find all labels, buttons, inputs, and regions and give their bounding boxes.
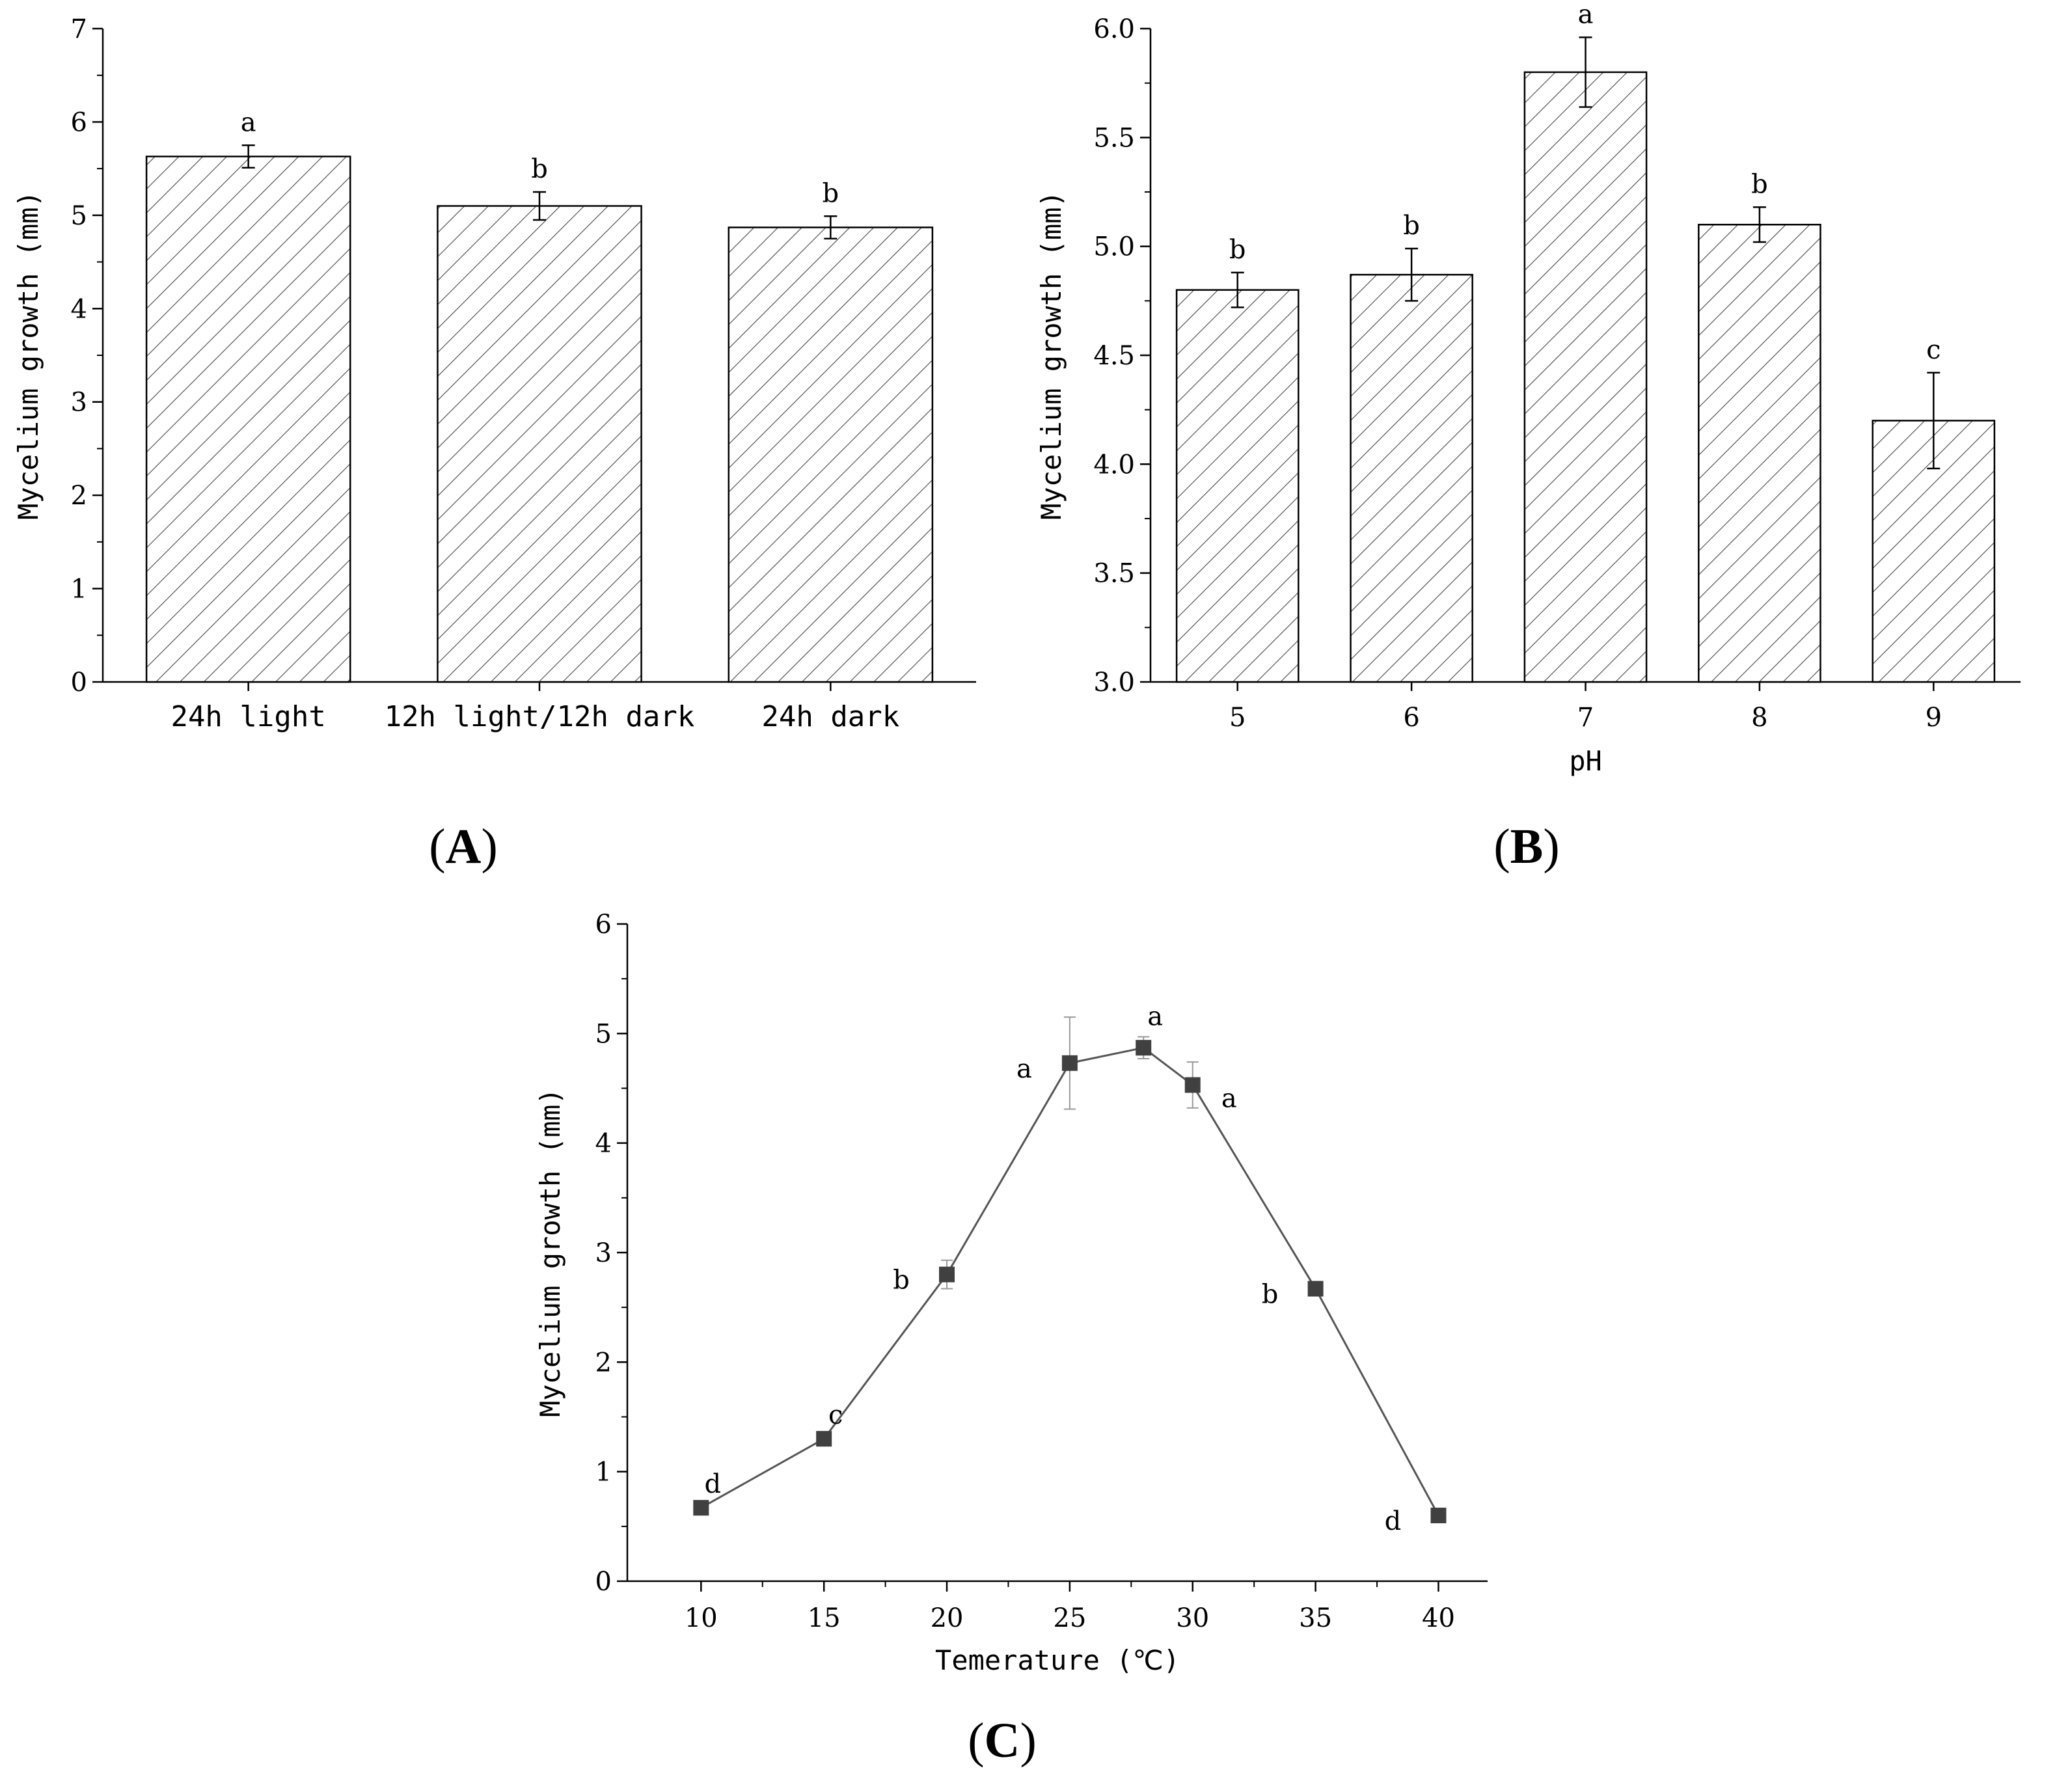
x-tick-label: 15 — [808, 1603, 841, 1633]
significance-letter: b — [1403, 211, 1420, 241]
y-tick-label: 7 — [71, 14, 87, 44]
significance-letter: b — [893, 1266, 910, 1296]
y-axis-title: Mycelium growth (mm) — [534, 1088, 566, 1417]
significance-letter: b — [1751, 169, 1768, 199]
panel-c-chart: 0 1 2 3 4 5 6 10 15 20 25 30 35 40 d c b a a a b d Mycelium gr… — [534, 910, 1488, 1768]
y-tick-label: 6 — [71, 107, 87, 137]
significance-letter: a — [1578, 0, 1594, 29]
y-tick-label: 2 — [595, 1348, 612, 1378]
x-tick-label: 25 — [1053, 1603, 1086, 1633]
data-point — [1307, 1281, 1324, 1297]
x-tick-label: 6 — [1403, 703, 1419, 733]
y-axis-title: Mycelium growth (mm) — [12, 191, 44, 520]
series-line — [700, 1046, 1439, 1516]
significance-letter: c — [828, 1400, 843, 1430]
y-tick-label: 6.0 — [1093, 14, 1135, 44]
x-tick-label: 24h light — [170, 700, 325, 733]
significance-letter: d — [705, 1469, 722, 1499]
y-axis-title: Mycelium growth (mm) — [1035, 191, 1067, 520]
bar — [728, 226, 934, 683]
x-tick-label: 20 — [931, 1603, 964, 1633]
y-tick-label: 4.0 — [1093, 450, 1135, 480]
x-axis-title: Temerature (℃) — [935, 1644, 1180, 1676]
y-tick-label: 1 — [71, 575, 87, 604]
x-tick-label: 12h light/12h dark — [385, 700, 695, 733]
y-tick-label: 4.5 — [1093, 341, 1135, 371]
panel-label-a: (A) — [429, 819, 498, 874]
data-point — [816, 1431, 832, 1447]
y-tick-label: 5.5 — [1093, 123, 1135, 153]
significance-letter: a — [1016, 1054, 1032, 1084]
y-tick-label: 0 — [71, 668, 87, 698]
y-tick-label: 3.0 — [1093, 668, 1135, 698]
bar — [1175, 289, 1300, 683]
data-point — [1430, 1508, 1447, 1523]
y-tick-label: 3 — [595, 1238, 612, 1268]
data-point — [1061, 1055, 1078, 1071]
y-tick-label: 5 — [595, 1019, 612, 1049]
significance-letter: a — [1147, 1001, 1163, 1031]
data-point — [1136, 1040, 1152, 1056]
significance-letter: b — [1229, 235, 1246, 265]
bar — [1523, 71, 1648, 683]
bar — [1350, 273, 1473, 683]
x-tick-label: 5 — [1229, 703, 1246, 733]
y-tick-label: 4 — [595, 1129, 612, 1159]
y-tick-label: 5 — [71, 201, 87, 231]
significance-letter: b — [531, 154, 548, 184]
x-axis-title: pH — [1569, 745, 1602, 777]
data-point — [939, 1266, 955, 1283]
panel-label-c: (C) — [968, 1713, 1037, 1768]
y-tick-label: 0 — [595, 1567, 612, 1597]
significance-letter: a — [1221, 1083, 1237, 1113]
x-tick-label: 8 — [1751, 703, 1767, 733]
panel-b-chart: 3.0 3.5 4.0 4.5 5.0 5.5 6.0 b 5 b 6 a 7 b 8 c 9 Mycelium … — [1035, 0, 2021, 874]
bar — [437, 205, 642, 683]
x-tick-label: 7 — [1577, 703, 1594, 733]
significance-letter: a — [241, 107, 256, 137]
data-point — [1184, 1077, 1201, 1093]
significance-letter: d — [1385, 1506, 1402, 1536]
y-tick-label: 3 — [71, 388, 87, 418]
significance-letter: c — [1926, 335, 1941, 365]
bar — [145, 156, 351, 683]
bar — [1698, 223, 1821, 683]
y-tick-label: 3.5 — [1093, 559, 1135, 589]
data-point — [693, 1500, 709, 1516]
y-tick-label: 2 — [71, 481, 87, 511]
panel-a-chart: 0 1 2 3 4 5 6 7 a 24h light b 12h light/12h dark b 24… — [12, 14, 976, 874]
x-tick-label: 40 — [1422, 1603, 1455, 1633]
y-tick-label: 1 — [595, 1458, 612, 1487]
y-tick-label: 5.0 — [1093, 232, 1135, 262]
x-tick-label: 10 — [685, 1603, 718, 1633]
panel-label-b: (B) — [1493, 819, 1559, 874]
x-tick-label: 9 — [1926, 703, 1942, 733]
significance-letter: b — [823, 178, 839, 208]
x-tick-label: 35 — [1299, 1603, 1332, 1633]
y-tick-label: 6 — [595, 910, 612, 940]
significance-letter: b — [1262, 1280, 1279, 1310]
x-tick-label: 24h dark — [761, 700, 899, 733]
x-tick-label: 30 — [1176, 1603, 1209, 1633]
y-tick-label: 4 — [71, 294, 87, 324]
